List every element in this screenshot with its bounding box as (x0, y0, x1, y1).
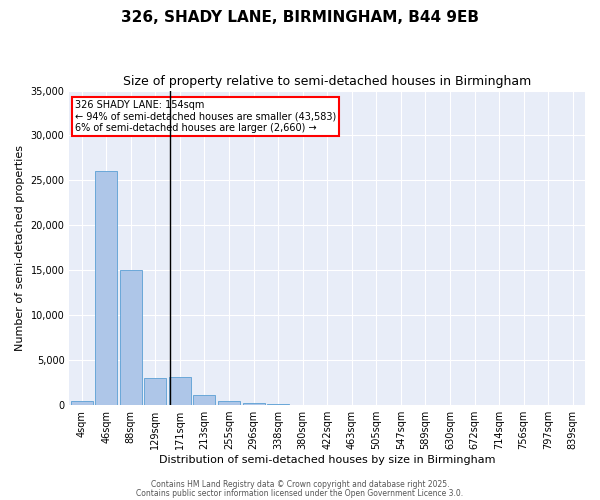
Bar (193, 395, 215, 405)
Text: 326 SHADY LANE: 154sqm
← 94% of semi-detached houses are smaller (43,583)
6% of : 326 SHADY LANE: 154sqm ← 94% of semi-det… (74, 100, 336, 133)
Bar (169, 377, 191, 405)
Bar (144, 378, 166, 405)
Bar (71, 402, 93, 405)
X-axis label: Distribution of semi-detached houses by size in Birmingham: Distribution of semi-detached houses by … (159, 455, 496, 465)
Bar (267, 404, 289, 405)
Text: Contains HM Land Registry data © Crown copyright and database right 2025.: Contains HM Land Registry data © Crown c… (151, 480, 449, 489)
Bar (218, 402, 240, 405)
Text: 326, SHADY LANE, BIRMINGHAM, B44 9EB: 326, SHADY LANE, BIRMINGHAM, B44 9EB (121, 10, 479, 25)
Bar (242, 404, 265, 405)
Bar (120, 270, 142, 405)
Text: Contains public sector information licensed under the Open Government Licence 3.: Contains public sector information licen… (136, 488, 464, 498)
Y-axis label: Number of semi-detached properties: Number of semi-detached properties (15, 145, 25, 351)
Bar (95, 172, 117, 405)
Title: Size of property relative to semi-detached houses in Birmingham: Size of property relative to semi-detach… (123, 75, 532, 88)
